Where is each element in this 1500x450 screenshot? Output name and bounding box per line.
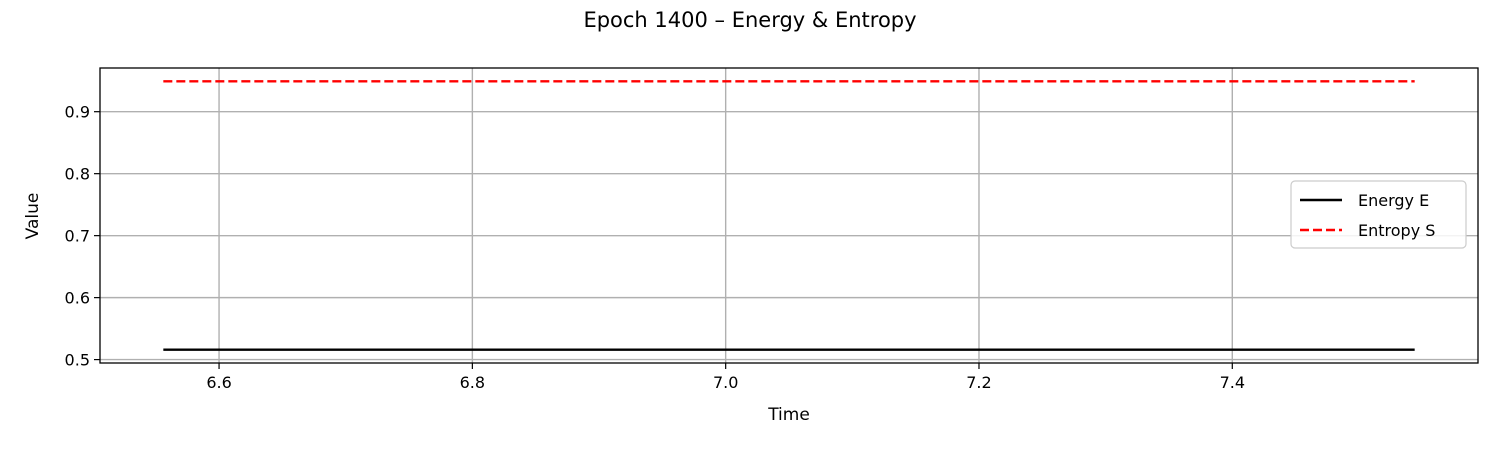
y-axis: 0.5 0.6 0.7 0.8 0.9 — [65, 103, 100, 370]
legend-box — [1290, 180, 1467, 249]
plot-frame — [99, 67, 1479, 364]
x-axis: 6.6 6.8 7.0 7.2 7.4 — [206, 363, 1245, 392]
x-axis-label: Time — [767, 405, 810, 425]
x-tick-label: 7.4 — [1220, 373, 1245, 392]
x-tick-label: 7.2 — [966, 373, 991, 392]
grid — [100, 68, 1478, 363]
legend-label-entropy: Entropy S — [1358, 221, 1435, 240]
y-tick-label: 0.5 — [65, 351, 90, 370]
y-tick-label: 0.7 — [65, 227, 90, 246]
x-tick-label: 6.8 — [460, 373, 485, 392]
y-tick-label: 0.9 — [65, 103, 90, 122]
y-axis-label: Value — [23, 193, 43, 240]
legend: Energy E Entropy S — [1290, 180, 1467, 249]
series-layer — [163, 80, 1415, 351]
legend-label-energy: Energy E — [1358, 191, 1429, 210]
x-tick-label: 6.6 — [206, 373, 231, 392]
x-tick-label: 7.0 — [713, 373, 738, 392]
chart-title: Epoch 1400 – Energy & Entropy — [583, 8, 916, 32]
y-tick-label: 0.6 — [65, 289, 90, 308]
y-tick-label: 0.8 — [65, 165, 90, 184]
